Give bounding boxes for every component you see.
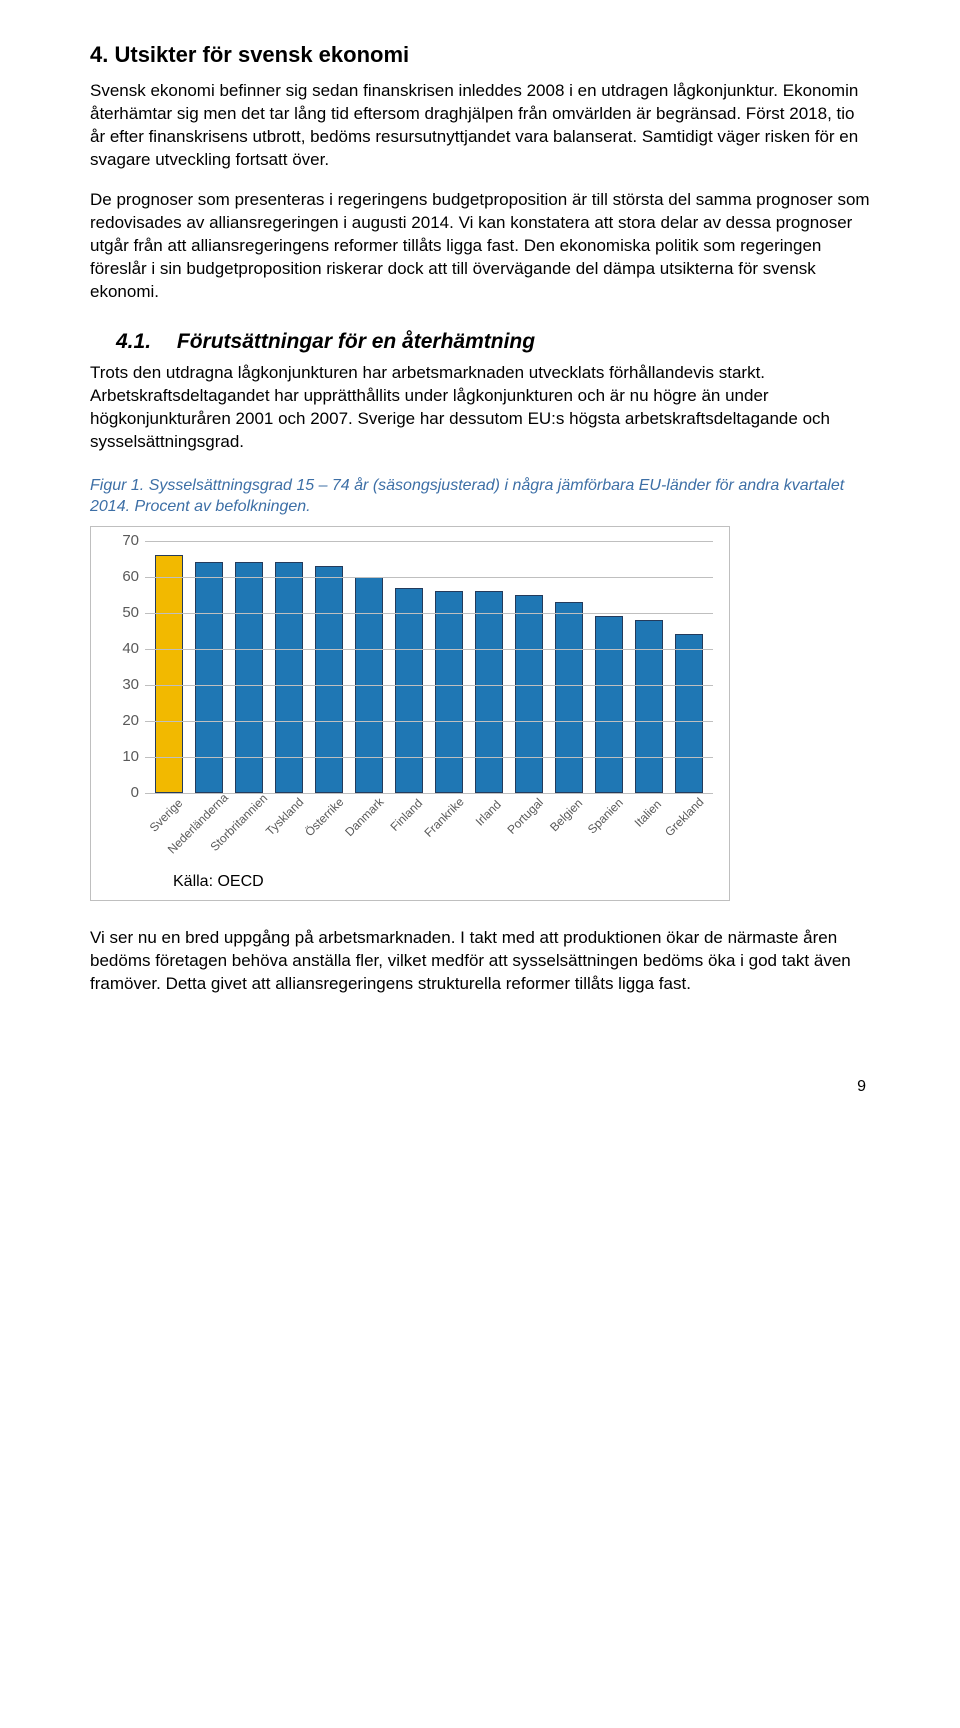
employment-chart: 010203040506070 SverigeNederländernaStor… bbox=[90, 526, 730, 902]
chart-gridline bbox=[145, 613, 713, 614]
section-title-text: Utsikter för svensk ekonomi bbox=[114, 42, 409, 67]
chart-x-tick-label: Italien bbox=[631, 796, 665, 830]
subsection-title: 4.1. Förutsättningar för en återhämtning bbox=[90, 328, 870, 356]
subsection-number: 4.1. bbox=[116, 330, 151, 353]
chart-y-tick-label: 50 bbox=[105, 603, 139, 623]
chart-y-tick-label: 10 bbox=[105, 747, 139, 767]
chart-bar bbox=[595, 616, 623, 792]
chart-gridline bbox=[145, 757, 713, 758]
chart-bar bbox=[395, 588, 423, 793]
chart-y-tick-label: 60 bbox=[105, 567, 139, 587]
chart-x-tick: Tyskland bbox=[275, 793, 303, 861]
chart-bar bbox=[475, 591, 503, 793]
chart-x-tick: Belgien bbox=[555, 793, 583, 861]
chart-gridline bbox=[145, 721, 713, 722]
chart-x-tick: Österrike bbox=[315, 793, 343, 861]
chart-plot: 010203040506070 bbox=[145, 541, 713, 793]
chart-gridline bbox=[145, 649, 713, 650]
chart-bar bbox=[275, 562, 303, 792]
chart-x-tick-label: Österrike bbox=[301, 794, 347, 840]
after-chart-paragraph: Vi ser nu en bred uppgång på arbetsmarkn… bbox=[90, 927, 870, 996]
chart-bar bbox=[315, 566, 343, 793]
chart-x-tick-label: Spanien bbox=[584, 795, 627, 838]
chart-x-tick: Frankrike bbox=[435, 793, 463, 861]
chart-x-tick: Spanien bbox=[595, 793, 623, 861]
chart-x-tick: Portugal bbox=[515, 793, 543, 861]
chart-x-tick-label: Portugal bbox=[504, 794, 547, 837]
chart-x-tick: Irland bbox=[475, 793, 503, 861]
chart-x-tick: Storbritannien bbox=[235, 793, 263, 861]
chart-source: Källa: OECD bbox=[173, 871, 719, 893]
chart-bar bbox=[635, 620, 663, 793]
page-number: 9 bbox=[90, 1076, 870, 1098]
chart-x-tick: Grekland bbox=[675, 793, 703, 861]
paragraph-2: De prognoser som presenteras i regeringe… bbox=[90, 189, 870, 304]
chart-gridline bbox=[145, 685, 713, 686]
chart-area: 010203040506070 SverigeNederländernaStor… bbox=[101, 541, 719, 861]
subsection-text: Trots den utdragna lågkonjunkturen har a… bbox=[90, 362, 870, 454]
chart-bars bbox=[145, 541, 713, 793]
chart-x-tick: Italien bbox=[635, 793, 663, 861]
section-title: 4. Utsikter för svensk ekonomi bbox=[90, 40, 870, 70]
chart-bar bbox=[555, 602, 583, 793]
chart-x-tick: Danmark bbox=[355, 793, 383, 861]
chart-y-tick-label: 30 bbox=[105, 675, 139, 695]
figure-caption: Figur 1. Sysselsättningsgrad 15 – 74 år … bbox=[90, 476, 870, 518]
chart-bar bbox=[675, 634, 703, 792]
chart-y-tick-label: 20 bbox=[105, 711, 139, 731]
chart-bar bbox=[515, 595, 543, 793]
section-number: 4. bbox=[90, 42, 108, 67]
chart-bar bbox=[195, 562, 223, 792]
chart-x-tick-label: Grekland bbox=[661, 794, 707, 840]
chart-x-tick-label: Danmark bbox=[341, 794, 387, 840]
chart-x-tick-label: Irland bbox=[472, 797, 505, 830]
chart-y-tick-label: 0 bbox=[105, 783, 139, 803]
chart-bar bbox=[235, 562, 263, 792]
chart-x-tick-label: Belgien bbox=[546, 795, 586, 835]
chart-x-labels: SverigeNederländernaStorbritannienTyskla… bbox=[145, 793, 713, 861]
chart-gridline bbox=[145, 541, 713, 542]
chart-gridline bbox=[145, 577, 713, 578]
chart-y-tick-label: 40 bbox=[105, 639, 139, 659]
chart-y-tick-label: 70 bbox=[105, 531, 139, 551]
paragraph-1: Svensk ekonomi befinner sig sedan finans… bbox=[90, 80, 870, 172]
chart-x-tick-label: Frankrike bbox=[421, 794, 468, 841]
chart-bar bbox=[435, 591, 463, 793]
subsection-title-text: Förutsättningar för en återhämtning bbox=[177, 330, 535, 353]
chart-x-tick: Finland bbox=[395, 793, 423, 861]
